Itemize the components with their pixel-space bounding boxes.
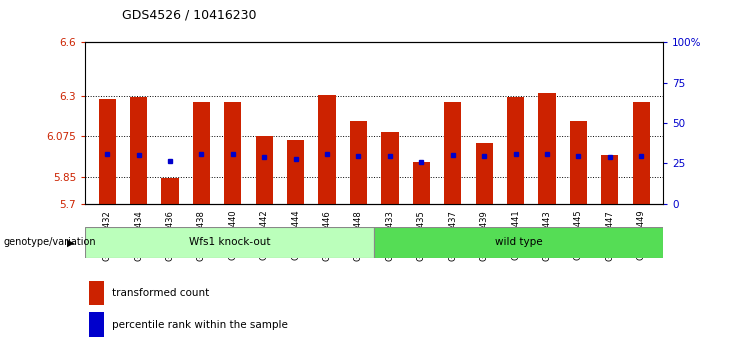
Text: Wfs1 knock-out: Wfs1 knock-out	[189, 238, 270, 247]
Bar	[319, 95, 336, 204]
Bar	[162, 178, 179, 204]
Bar	[85, 227, 374, 258]
Text: wild type: wild type	[495, 238, 542, 247]
Text: genotype/variation: genotype/variation	[4, 238, 96, 247]
Bar	[256, 136, 273, 204]
Bar	[382, 132, 399, 204]
Bar	[225, 102, 242, 204]
Bar	[130, 97, 147, 204]
Bar	[570, 121, 587, 204]
Bar	[193, 102, 210, 204]
Bar	[476, 143, 493, 204]
Bar	[633, 102, 650, 204]
Bar	[413, 162, 430, 204]
Bar	[444, 102, 462, 204]
Bar	[374, 227, 663, 258]
Text: ▶: ▶	[67, 238, 74, 247]
Bar	[99, 99, 116, 204]
Bar	[287, 140, 305, 204]
Bar	[507, 97, 524, 204]
Bar	[350, 121, 367, 204]
Bar	[90, 281, 104, 305]
Text: GDS4526 / 10416230: GDS4526 / 10416230	[122, 8, 257, 21]
Text: percentile rank within the sample: percentile rank within the sample	[112, 320, 288, 330]
Bar	[90, 313, 104, 337]
Text: transformed count: transformed count	[112, 288, 209, 298]
Bar	[601, 155, 619, 204]
Bar	[538, 93, 556, 204]
